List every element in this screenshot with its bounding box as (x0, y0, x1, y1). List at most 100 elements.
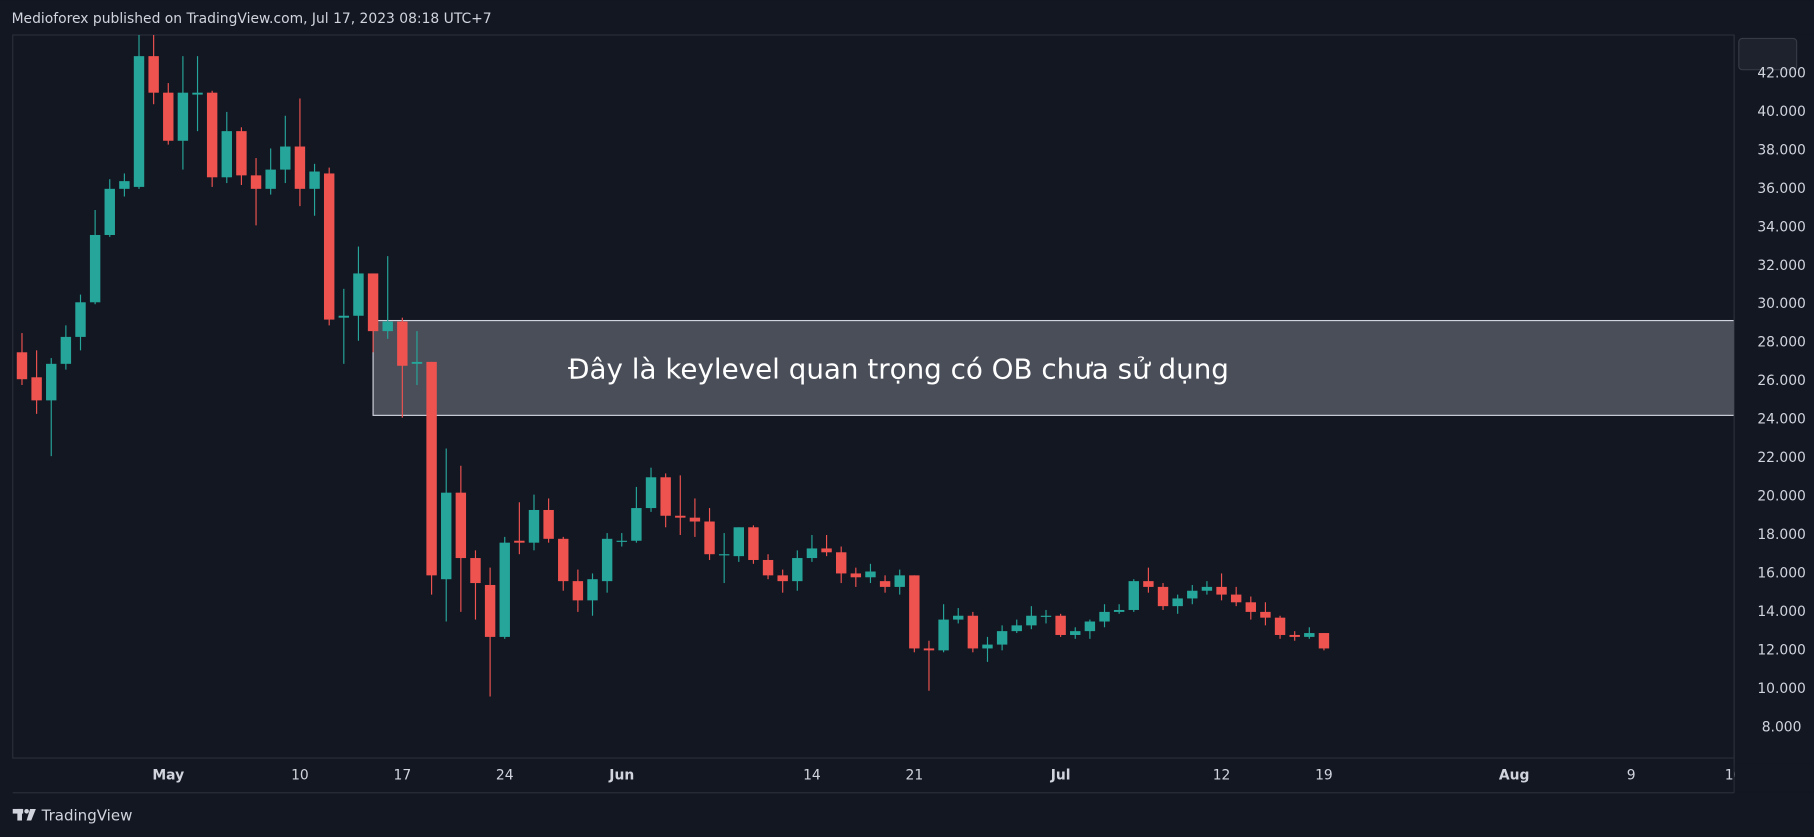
candle-body (46, 363, 57, 401)
marks: Đây là keylevel quan trọng có OB chưa sử… (16, 34, 1735, 697)
x-tick-label: 10 (291, 767, 309, 783)
candle-body (1260, 611, 1271, 618)
candle-body (1245, 602, 1257, 612)
candle-body (163, 92, 174, 141)
candle-body (1113, 609, 1125, 612)
candle-body (1070, 631, 1081, 635)
candle-body (1289, 634, 1300, 637)
x-tick-label: Jun (608, 767, 634, 783)
candle-body (16, 352, 28, 380)
brand: TradingView (41, 806, 133, 824)
candle-body (499, 542, 510, 637)
candle-body (119, 181, 130, 189)
candle-body (1084, 621, 1096, 632)
candle-body (221, 131, 232, 178)
candle-body (631, 508, 642, 541)
candle-body (689, 517, 701, 522)
candle-body (441, 492, 452, 580)
candle-body (514, 540, 525, 543)
candle-body (353, 273, 364, 316)
publish-header: Medioforex published on TradingView.com,… (12, 11, 492, 27)
candle-body (411, 361, 423, 364)
y-tick-label: 28.000 (1757, 335, 1806, 351)
candle-body (1143, 581, 1154, 587)
candle-body (982, 644, 993, 649)
candle-body (996, 631, 1008, 645)
candle-body (967, 615, 979, 649)
candle-body (1011, 625, 1022, 632)
candle-body (1172, 598, 1183, 607)
candle-body (616, 540, 627, 542)
y-tick-label: 40.000 (1757, 104, 1806, 120)
candle-body (148, 56, 159, 93)
candle-body (762, 559, 774, 576)
candle-body (1304, 633, 1315, 637)
candle-body (104, 188, 115, 235)
candle-body (660, 477, 671, 516)
candle-body (835, 552, 847, 574)
y-tick-label: 20.000 (1757, 489, 1806, 505)
candle-body (75, 302, 86, 337)
price-label-box (1738, 37, 1798, 71)
candle-body (953, 615, 964, 620)
candle-body (1026, 615, 1037, 626)
candle-body (938, 619, 949, 651)
candle-body (1040, 615, 1052, 617)
candle-body (382, 321, 393, 332)
candle-body (1055, 615, 1066, 635)
x-tick-label: 12 (1213, 767, 1231, 783)
price-axis (1734, 34, 1814, 793)
candle-body (236, 131, 247, 176)
y-tick-label: 18.000 (1757, 527, 1806, 543)
y-tick-label: 16.000 (1757, 565, 1806, 581)
zone-label: Đây là keylevel quan trọng có OB chưa sử… (568, 352, 1229, 385)
candle-body (192, 92, 203, 95)
candle-body (484, 584, 496, 637)
x-tick-label: Jul (1050, 767, 1071, 783)
candle-body (1099, 611, 1110, 622)
y-tick-label: 42.000 (1757, 65, 1806, 81)
x-tick-label: 21 (906, 767, 924, 783)
y-tick-label: 22.000 (1757, 450, 1806, 466)
y-tick-label: 30.000 (1757, 296, 1806, 312)
candle-body (718, 554, 730, 556)
candle-body (250, 175, 262, 189)
candle-body (704, 521, 715, 555)
y-tick-label: 8.000 (1762, 719, 1802, 735)
candle-body (265, 169, 276, 189)
candle-body (206, 92, 218, 178)
y-tick-label: 34.000 (1757, 219, 1806, 235)
candle-body (1318, 633, 1330, 649)
candle-body (923, 648, 935, 651)
candle-body (587, 579, 598, 601)
y-tick-label: 12.000 (1757, 642, 1806, 658)
candle-body (470, 558, 481, 584)
candle-body (850, 573, 862, 578)
y-tick-label: 10.000 (1757, 681, 1806, 697)
candle-body (675, 515, 686, 518)
candle-body (309, 171, 320, 189)
x-tick-label: 17 (394, 767, 412, 783)
candle-body (645, 477, 657, 509)
candle-body (865, 571, 876, 578)
candle-body (1274, 617, 1286, 635)
candle-body (294, 146, 306, 189)
candle-body (528, 509, 540, 543)
candle-body (1201, 586, 1213, 591)
candle-body (748, 527, 759, 560)
key-level-zone (372, 319, 1735, 416)
candle-body (133, 56, 145, 187)
candle-body (455, 492, 467, 559)
candle-body (177, 92, 189, 141)
x-tick-label: May (152, 767, 184, 783)
candle-body (1187, 590, 1198, 599)
candle-body (323, 173, 335, 320)
candle-body (60, 336, 72, 364)
x-tick-label: 19 (1315, 767, 1333, 783)
candle-body (1157, 586, 1169, 607)
candle-body (338, 315, 350, 318)
candle-body (777, 575, 788, 582)
candle-body (558, 538, 569, 582)
candle-body (31, 377, 42, 401)
